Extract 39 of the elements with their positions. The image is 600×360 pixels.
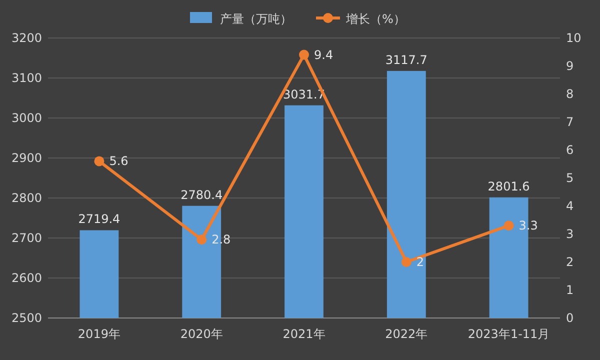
legend-label: 增长（%）	[345, 12, 406, 26]
y2-tick-label: 0	[566, 311, 574, 325]
x-tick-label: 2020年	[180, 327, 223, 341]
data-label: 2801.6	[488, 179, 530, 194]
y-tick-label: 3100	[11, 71, 42, 85]
data-label: 2719.4	[78, 212, 120, 226]
data-label: 2	[416, 255, 424, 269]
y-tick-label: 2700	[11, 231, 42, 245]
y2-tick-label: 10	[566, 31, 582, 45]
data-label: 3.3	[518, 218, 538, 233]
point	[299, 50, 309, 60]
x-tick-label: 2021年	[282, 327, 326, 341]
x-tick-label: 2022年	[385, 327, 428, 341]
y2-tick-label: 3	[566, 227, 574, 241]
point	[196, 234, 207, 245]
legend-label: 产量（万吨）	[220, 12, 292, 26]
point	[94, 156, 104, 166]
y2-tick-label: 2	[566, 255, 574, 269]
y2-tick-label: 7	[566, 115, 574, 129]
data-label: 5.6	[109, 154, 128, 168]
y2-tick-label: 9	[566, 59, 574, 73]
x-tick-label: 2023年1-11月	[468, 327, 550, 341]
y2-tick-label: 1	[566, 283, 574, 297]
y-tick-label: 3200	[11, 31, 42, 45]
data-label: 9.4	[314, 48, 334, 62]
y2-tick-label: 4	[566, 199, 574, 213]
y-tick-label: 3000	[11, 111, 42, 125]
y-tick-label: 2900	[11, 151, 42, 165]
y2-tick-label: 8	[566, 87, 574, 101]
data-label: 3117.7	[385, 52, 428, 67]
data-label: 2780.4	[180, 188, 223, 202]
point	[401, 257, 412, 267]
y-tick-label: 2500	[11, 311, 42, 325]
y-tick-label: 2800	[11, 191, 42, 205]
y2-tick-label: 5	[566, 171, 574, 185]
y-tick-label: 2600	[11, 271, 42, 285]
point	[504, 220, 514, 231]
x-tick-label: 2019年	[78, 327, 120, 341]
y2-tick-label: 6	[566, 143, 574, 157]
